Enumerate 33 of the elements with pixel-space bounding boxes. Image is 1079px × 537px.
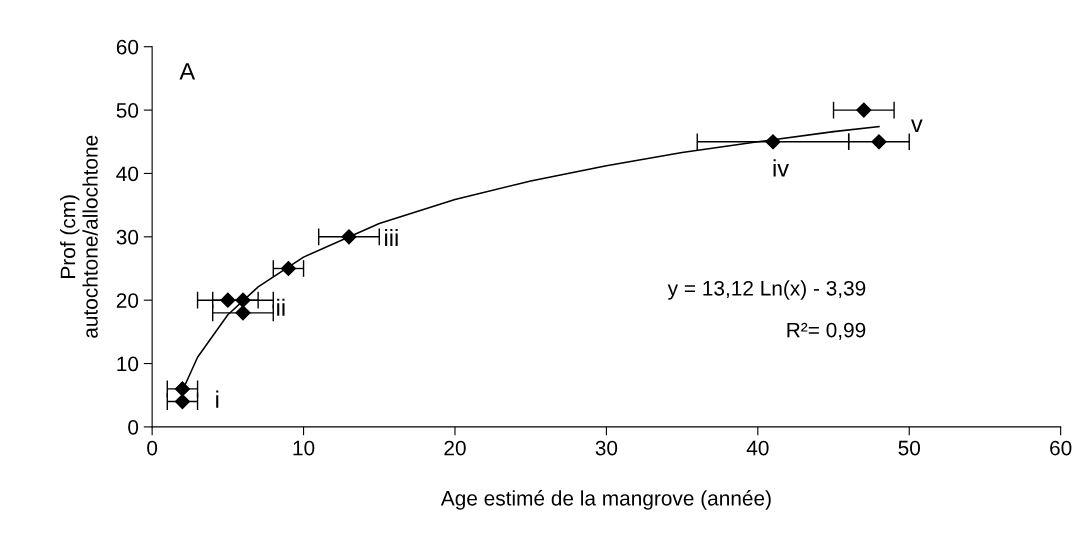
y-tick-label: 40 <box>116 166 139 182</box>
annotation: iii <box>385 228 398 247</box>
annotation: iv <box>773 159 789 177</box>
x-tick-label: 20 <box>444 440 466 456</box>
point <box>341 229 357 245</box>
point <box>856 102 872 118</box>
annotation: i <box>216 390 219 408</box>
point <box>235 292 251 308</box>
y-axis-title: Prof (cm) autochtone/allochtone <box>60 135 98 338</box>
x-tick-label: 50 <box>898 440 921 456</box>
point <box>765 134 781 150</box>
x-tick-label: 0 <box>147 440 158 456</box>
y-tick-label: 50 <box>116 103 139 118</box>
x-tick-label: 10 <box>293 440 315 456</box>
annotation: A <box>179 63 196 80</box>
x-tick-label: 30 <box>595 440 618 456</box>
x-axis-title: Age estimé de la mangrove (année) <box>440 490 771 510</box>
y-tick-label: 10 <box>117 356 139 372</box>
y-tick-label: 20 <box>116 293 139 308</box>
point <box>235 305 251 321</box>
point <box>220 292 236 308</box>
point <box>871 134 887 150</box>
point <box>280 260 296 277</box>
x-tick-label: 40 <box>746 440 769 456</box>
annotation: v <box>910 119 923 133</box>
x-tick-label: 60 <box>1050 440 1072 456</box>
annotation: y = 13,12 Ln(x) - 3,39 <box>667 280 866 300</box>
y-tick-label: 0 <box>128 419 139 435</box>
y-tick-label: 30 <box>116 229 139 245</box>
y-tick-label: 60 <box>116 39 139 55</box>
point <box>174 381 190 397</box>
annotation: R²= 0,99 <box>787 322 866 340</box>
annotation: ii <box>277 298 285 316</box>
